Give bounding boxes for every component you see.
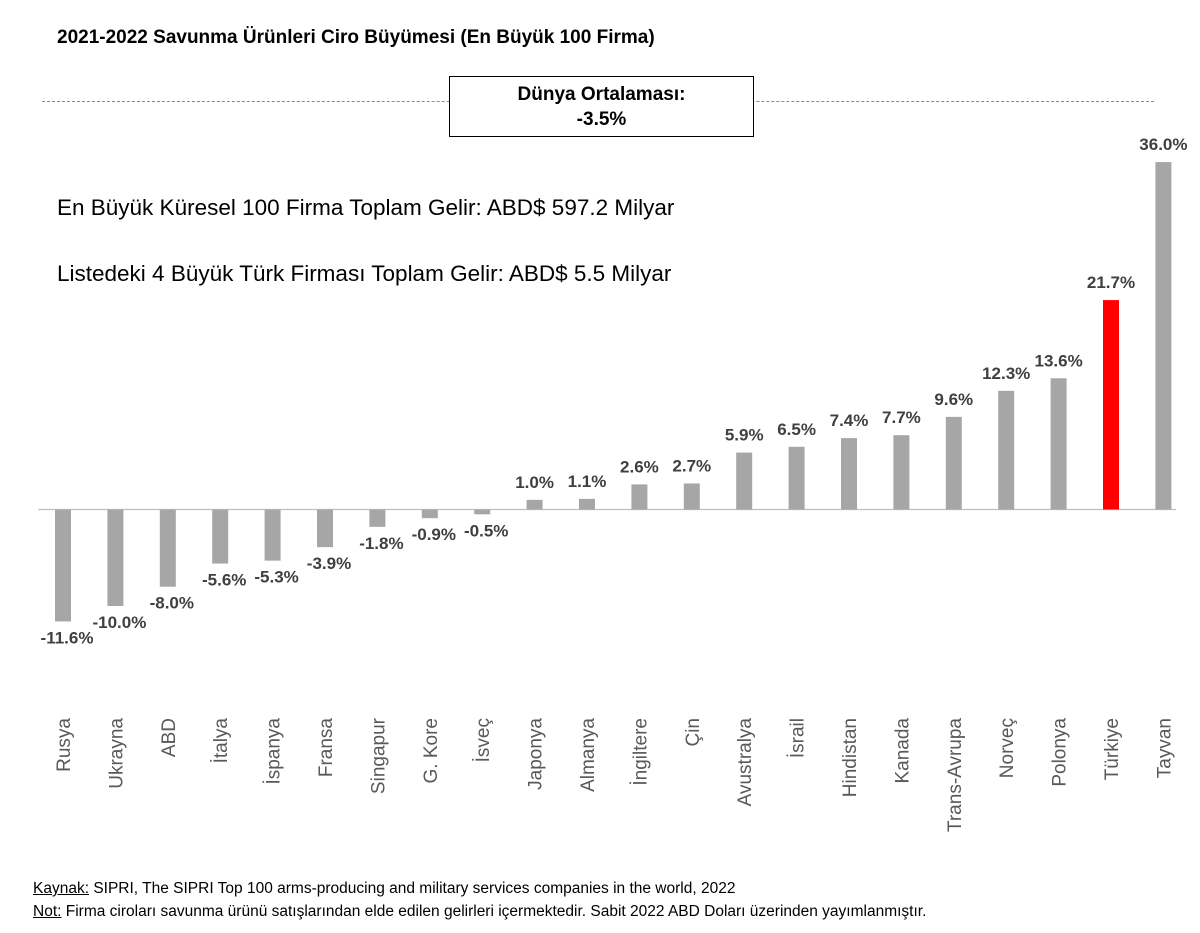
category-label-avustralya: Avustralya bbox=[735, 718, 756, 807]
category-label-japonya: Japonya bbox=[526, 718, 547, 790]
world-average-label: Dünya Ortalaması: bbox=[517, 84, 686, 105]
bar-i̇spanya bbox=[264, 509, 281, 561]
value-label-i̇ngiltere: 2.6% bbox=[620, 457, 659, 476]
value-label-i̇srail: 6.5% bbox=[777, 420, 816, 439]
bars-group bbox=[55, 162, 1172, 622]
bar-i̇ngiltere bbox=[631, 484, 648, 510]
category-label-hindistan: Hindistan bbox=[840, 718, 861, 797]
value-label-rusya: -11.6% bbox=[41, 628, 94, 647]
category-label-kanada: Kanada bbox=[892, 718, 913, 784]
value-label-norveç: 12.3% bbox=[982, 364, 1030, 383]
category-label-g-kore: G. Kore bbox=[421, 718, 442, 783]
note-text: Firma ciroları savunma ürünü satışlarınd… bbox=[61, 903, 927, 920]
value-label-türkiye: 21.7% bbox=[1087, 273, 1135, 292]
bar-g-kore bbox=[421, 509, 438, 519]
bar-tayvan bbox=[1155, 162, 1172, 510]
bar-rusya bbox=[55, 509, 71, 622]
chart-title: 2021-2022 Savunma Ürünleri Ciro Büyümesi… bbox=[57, 27, 655, 48]
value-label-abd: -8.0% bbox=[150, 594, 194, 613]
value-label-almanya: 1.1% bbox=[568, 472, 607, 491]
category-label-i̇ngiltere: İngiltere bbox=[630, 718, 651, 786]
bar-norveç bbox=[998, 390, 1015, 510]
value-label-g-kore: -0.9% bbox=[412, 525, 456, 544]
source-text: SIPRI, The SIPRI Top 100 arms-producing … bbox=[89, 880, 736, 897]
source-note: Kaynak: SIPRI, The SIPRI Top 100 arms-pr… bbox=[33, 880, 735, 898]
category-label-fransa: Fransa bbox=[316, 718, 337, 778]
category-label-rusya: Rusya bbox=[54, 718, 75, 772]
bar-abd bbox=[159, 509, 176, 587]
value-label-i̇spanya: -5.3% bbox=[254, 568, 298, 587]
category-label-çin: Çin bbox=[683, 718, 704, 747]
category-label-abd: ABD bbox=[159, 718, 180, 757]
bar-ukrayna bbox=[107, 509, 124, 606]
category-label-i̇talya: İtalya bbox=[211, 718, 232, 764]
bar-japonya bbox=[526, 499, 543, 510]
category-label-almanya: Almanya bbox=[578, 718, 599, 792]
bar-avustralya bbox=[736, 452, 753, 510]
value-label-kanada: 7.7% bbox=[882, 408, 921, 427]
category-labels-group: Rusya Ukrayna ABD İtalya İspanya Fransa Singap… bbox=[54, 717, 1175, 832]
value-label-çin: 2.7% bbox=[672, 456, 711, 475]
value-labels-group: -11.6%-10.0%-8.0% -5.6% -5.3% -3.9% -1.8% -0.… bbox=[41, 135, 1188, 647]
bar-singapur bbox=[369, 509, 386, 527]
value-label-singapur: -1.8% bbox=[359, 534, 403, 553]
value-label-trans-avrupa: 9.6% bbox=[934, 390, 973, 409]
value-label-i̇sveç: -0.5% bbox=[464, 521, 508, 540]
bar-i̇srail bbox=[788, 446, 805, 510]
bar-kanada bbox=[893, 435, 910, 510]
category-label-ukrayna: Ukrayna bbox=[106, 718, 127, 789]
bar-almanya bbox=[579, 498, 595, 510]
category-label-i̇sveç: İsveç bbox=[473, 718, 494, 762]
footnote: Not: Firma ciroları savunma ürünü satışl… bbox=[33, 903, 926, 921]
note-label: Not: bbox=[33, 903, 62, 920]
bar-çin bbox=[683, 483, 700, 510]
value-label-avustralya: 5.9% bbox=[725, 426, 764, 445]
bar-i̇sveç bbox=[474, 509, 491, 515]
category-label-polonya: Polonya bbox=[1050, 718, 1071, 787]
value-label-fransa: -3.9% bbox=[307, 554, 351, 573]
value-label-i̇talya: -5.6% bbox=[202, 571, 246, 590]
category-label-tayvan: Tayvan bbox=[1154, 718, 1175, 778]
world-average-value: -3.5% bbox=[576, 109, 627, 130]
value-label-ukrayna: -10.0% bbox=[92, 613, 146, 632]
value-label-tayvan: 36.0% bbox=[1139, 135, 1187, 154]
value-label-japonya: 1.0% bbox=[515, 473, 554, 492]
source-label: Kaynak: bbox=[33, 880, 90, 897]
value-label-hindistan: 7.4% bbox=[830, 411, 869, 430]
bar-trans-avrupa bbox=[945, 416, 962, 510]
category-label-i̇srail: İsrail bbox=[788, 718, 809, 758]
bar-hindistan bbox=[841, 438, 857, 510]
bar-fransa bbox=[317, 509, 333, 548]
top100-revenue-text: En Büyük Küresel 100 Firma Toplam Gelir:… bbox=[57, 195, 675, 220]
category-label-trans-avrupa: Trans-Avrupa bbox=[945, 718, 966, 832]
turkish-revenue-text: Listedeki 4 Büyük Türk Firması Toplam Ge… bbox=[57, 261, 672, 286]
bar-türkiye bbox=[1103, 300, 1119, 510]
bar-polonya bbox=[1050, 378, 1067, 510]
value-label-polonya: 13.6% bbox=[1034, 351, 1082, 370]
bar-i̇talya bbox=[212, 509, 229, 564]
category-label-norveç: Norveç bbox=[997, 718, 1018, 778]
category-label-türkiye: Türkiye bbox=[1102, 718, 1123, 780]
category-label-i̇spanya: İspanya bbox=[264, 718, 285, 785]
category-label-singapur: Singapur bbox=[368, 717, 389, 794]
world-average-box: Dünya Ortalaması: -3.5% bbox=[449, 76, 754, 137]
